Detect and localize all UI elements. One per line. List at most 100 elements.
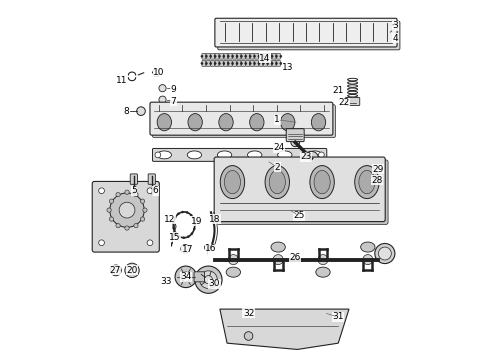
- Text: 11: 11: [116, 76, 127, 85]
- Text: 24: 24: [273, 143, 285, 152]
- Circle shape: [291, 138, 299, 147]
- Circle shape: [177, 213, 179, 215]
- Circle shape: [125, 190, 129, 194]
- FancyBboxPatch shape: [272, 60, 276, 66]
- FancyBboxPatch shape: [268, 60, 271, 66]
- Ellipse shape: [218, 151, 232, 159]
- Circle shape: [271, 62, 273, 64]
- Circle shape: [205, 55, 207, 57]
- Circle shape: [129, 267, 135, 274]
- FancyBboxPatch shape: [224, 53, 228, 59]
- Circle shape: [240, 55, 243, 57]
- Circle shape: [253, 62, 256, 64]
- Text: 13: 13: [282, 63, 294, 72]
- Circle shape: [227, 55, 229, 57]
- Ellipse shape: [308, 151, 322, 159]
- Ellipse shape: [187, 151, 201, 159]
- FancyBboxPatch shape: [263, 53, 267, 59]
- Ellipse shape: [271, 242, 285, 252]
- Text: 21: 21: [333, 86, 344, 95]
- Ellipse shape: [269, 170, 285, 194]
- Ellipse shape: [250, 114, 264, 131]
- Circle shape: [210, 62, 212, 64]
- Ellipse shape: [361, 242, 375, 252]
- Text: 29: 29: [372, 165, 383, 174]
- Ellipse shape: [278, 151, 292, 159]
- Circle shape: [155, 152, 161, 158]
- FancyBboxPatch shape: [214, 157, 385, 222]
- FancyBboxPatch shape: [220, 60, 223, 66]
- Ellipse shape: [247, 151, 262, 159]
- FancyBboxPatch shape: [259, 53, 263, 59]
- FancyBboxPatch shape: [130, 174, 137, 184]
- FancyBboxPatch shape: [255, 53, 258, 59]
- Circle shape: [159, 85, 166, 92]
- Circle shape: [125, 226, 129, 230]
- Circle shape: [232, 62, 234, 64]
- Circle shape: [249, 55, 251, 57]
- Circle shape: [193, 228, 196, 230]
- FancyBboxPatch shape: [276, 60, 280, 66]
- Text: 18: 18: [209, 215, 221, 224]
- FancyBboxPatch shape: [242, 60, 245, 66]
- FancyBboxPatch shape: [215, 53, 219, 59]
- Circle shape: [172, 227, 175, 229]
- Text: 20: 20: [126, 266, 138, 275]
- FancyBboxPatch shape: [272, 53, 276, 59]
- Circle shape: [210, 55, 212, 57]
- Text: 10: 10: [153, 68, 165, 77]
- Ellipse shape: [157, 114, 171, 131]
- Circle shape: [199, 271, 217, 289]
- Ellipse shape: [280, 114, 295, 131]
- Circle shape: [181, 244, 190, 253]
- Circle shape: [318, 255, 328, 265]
- Circle shape: [214, 55, 216, 57]
- Circle shape: [194, 224, 196, 226]
- FancyBboxPatch shape: [286, 129, 304, 141]
- Circle shape: [304, 151, 319, 166]
- Text: 5: 5: [131, 186, 137, 195]
- FancyBboxPatch shape: [242, 53, 245, 59]
- Circle shape: [223, 55, 225, 57]
- Polygon shape: [220, 309, 349, 350]
- Text: 22: 22: [338, 98, 349, 107]
- Circle shape: [134, 193, 138, 197]
- Text: 4: 4: [393, 34, 398, 43]
- FancyBboxPatch shape: [250, 53, 254, 59]
- Circle shape: [245, 62, 247, 64]
- FancyBboxPatch shape: [246, 60, 250, 66]
- Ellipse shape: [219, 114, 233, 131]
- Circle shape: [262, 62, 265, 64]
- FancyBboxPatch shape: [206, 53, 210, 59]
- Text: 7: 7: [171, 96, 176, 105]
- Circle shape: [172, 222, 174, 224]
- Circle shape: [219, 55, 220, 57]
- Circle shape: [375, 243, 395, 264]
- FancyBboxPatch shape: [148, 174, 155, 184]
- Circle shape: [363, 255, 373, 265]
- Circle shape: [267, 55, 269, 57]
- FancyBboxPatch shape: [92, 181, 159, 252]
- Circle shape: [193, 219, 195, 221]
- Text: 32: 32: [243, 309, 254, 318]
- FancyBboxPatch shape: [202, 60, 206, 66]
- Ellipse shape: [311, 114, 326, 131]
- Text: 26: 26: [290, 253, 301, 262]
- Text: 6: 6: [152, 186, 158, 195]
- Circle shape: [143, 208, 147, 212]
- FancyBboxPatch shape: [246, 53, 250, 59]
- Circle shape: [275, 55, 277, 57]
- Circle shape: [159, 96, 166, 103]
- FancyBboxPatch shape: [250, 60, 254, 66]
- Circle shape: [137, 107, 146, 116]
- Circle shape: [111, 265, 122, 276]
- Circle shape: [141, 217, 145, 221]
- Circle shape: [228, 255, 238, 265]
- Circle shape: [178, 235, 180, 238]
- Circle shape: [318, 152, 324, 158]
- Circle shape: [107, 208, 111, 212]
- Circle shape: [245, 332, 253, 340]
- Circle shape: [147, 240, 153, 246]
- Circle shape: [98, 188, 104, 194]
- Text: 16: 16: [205, 244, 217, 253]
